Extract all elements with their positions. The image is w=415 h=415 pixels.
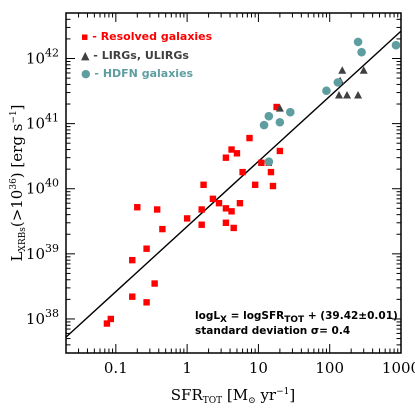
anno-stddev: standard deviation σ= 0.4 <box>195 325 350 337</box>
data-point-square <box>228 208 235 215</box>
x-tick-label: 1 <box>182 359 192 377</box>
anno-logsfr-sub: TOT <box>284 315 305 325</box>
data-point-square <box>198 221 205 228</box>
tick-labels: 0.1 1 10 100 1000 1038 1039 1040 1041 1042 <box>26 47 415 377</box>
x-tick-label: 1000 <box>382 359 415 377</box>
anno-constant: + (39.42±0.01) <box>304 310 398 322</box>
data-point-square <box>230 224 237 232</box>
data-point-square <box>143 245 150 252</box>
data-point-circle <box>391 40 401 50</box>
svg-text:▪ - Resolved galaxies: ▪ - Resolved galaxies <box>81 30 213 43</box>
y-tick-label: 1042 <box>26 47 59 68</box>
data-point-circle <box>333 78 343 87</box>
data-point-square <box>273 103 280 111</box>
legend: ▪ - Resolved galaxies ▲ - LIRGs, ULIRGs … <box>81 30 213 80</box>
data-point-square <box>198 206 205 213</box>
data-point-square <box>222 219 230 226</box>
svg-text:logLX = logSFRTOT + (39.42±0.0: logLX = logSFRTOT + (39.42±0.01) <box>195 310 398 325</box>
anno-logl: logL <box>195 310 220 322</box>
data-point-square <box>143 299 150 306</box>
data-point-triangle <box>334 91 343 99</box>
data-point-square <box>228 146 235 153</box>
data-point-square <box>209 195 217 203</box>
legend-prefix-resolved: ▪ - <box>81 30 101 43</box>
data-point-circle <box>357 47 366 57</box>
plot-frame <box>65 12 402 354</box>
fit-annotation: logLX = logSFRTOT + (39.42±0.01) standar… <box>195 310 398 337</box>
fit-line <box>65 30 402 338</box>
data-point-square <box>134 204 141 211</box>
data-point-square <box>269 182 277 190</box>
svg-text:▲ - LIRGs, ULIRGs: ▲ - LIRGs, ULIRGs <box>81 49 189 62</box>
y-tick-label: 1038 <box>26 307 59 328</box>
axis-ticks <box>65 12 402 353</box>
data-point-triangle <box>275 104 284 112</box>
data-point-square <box>236 199 244 207</box>
data-point-circle <box>259 120 269 130</box>
legend-entry-resolved: Resolved galaxies <box>101 30 213 43</box>
data-point-square <box>258 159 265 167</box>
data-point-square <box>151 280 158 287</box>
data-point-triangle <box>343 91 352 99</box>
y-tick-label: 1040 <box>26 177 59 198</box>
data-point-triangle <box>338 66 347 74</box>
data-point-circle <box>285 107 295 117</box>
data-point-triangle <box>354 91 363 99</box>
data-point-square <box>107 315 114 323</box>
data-point-square <box>222 154 230 161</box>
data-point-circle <box>322 86 331 96</box>
data-point-square <box>129 293 136 300</box>
data-point-square <box>200 181 207 188</box>
data-point-square <box>233 150 241 157</box>
x-tick-label: 100 <box>315 359 344 377</box>
x-axis-label: SFRTOT [M⊙ yr−1] <box>171 386 295 406</box>
data-point-square <box>267 168 275 176</box>
data-point-triangle <box>359 66 368 74</box>
data-point-square <box>103 320 111 327</box>
legend-prefix-hdfn: ● - <box>81 67 103 80</box>
data-point-circle <box>275 117 285 127</box>
data-points <box>103 37 401 327</box>
data-point-square <box>251 181 259 188</box>
data-point-square <box>239 168 246 176</box>
data-point-circle <box>353 37 363 47</box>
data-point-square <box>222 205 230 212</box>
y-tick-label: 1039 <box>26 242 59 263</box>
legend-entry-lirgs: LIRGs, ULIRGs <box>102 49 190 62</box>
data-point-square <box>129 256 136 264</box>
data-point-circle <box>264 157 274 167</box>
x-tick-label: 10 <box>249 359 268 377</box>
data-point-square <box>159 225 166 233</box>
data-point-square <box>246 134 253 142</box>
legend-prefix-lirgs: ▲ - <box>81 49 102 62</box>
anno-logl-sub: X <box>220 315 227 325</box>
y-tick-label: 1041 <box>26 112 59 133</box>
svg-text:● - HDFN galaxies: ● - HDFN galaxies <box>81 67 194 80</box>
data-point-square <box>153 206 161 213</box>
data-point-square <box>183 215 191 222</box>
anno-logsfr: = logSFR <box>227 310 284 322</box>
data-point-square <box>276 147 284 155</box>
data-point-circle <box>264 111 274 121</box>
legend-entry-hdfn: HDFN galaxies <box>103 67 194 80</box>
y-axis-label: LXRBs(>1036) [erg s−1] <box>8 104 28 261</box>
x-tick-label: 0.1 <box>104 359 128 377</box>
data-point-square <box>215 199 223 207</box>
